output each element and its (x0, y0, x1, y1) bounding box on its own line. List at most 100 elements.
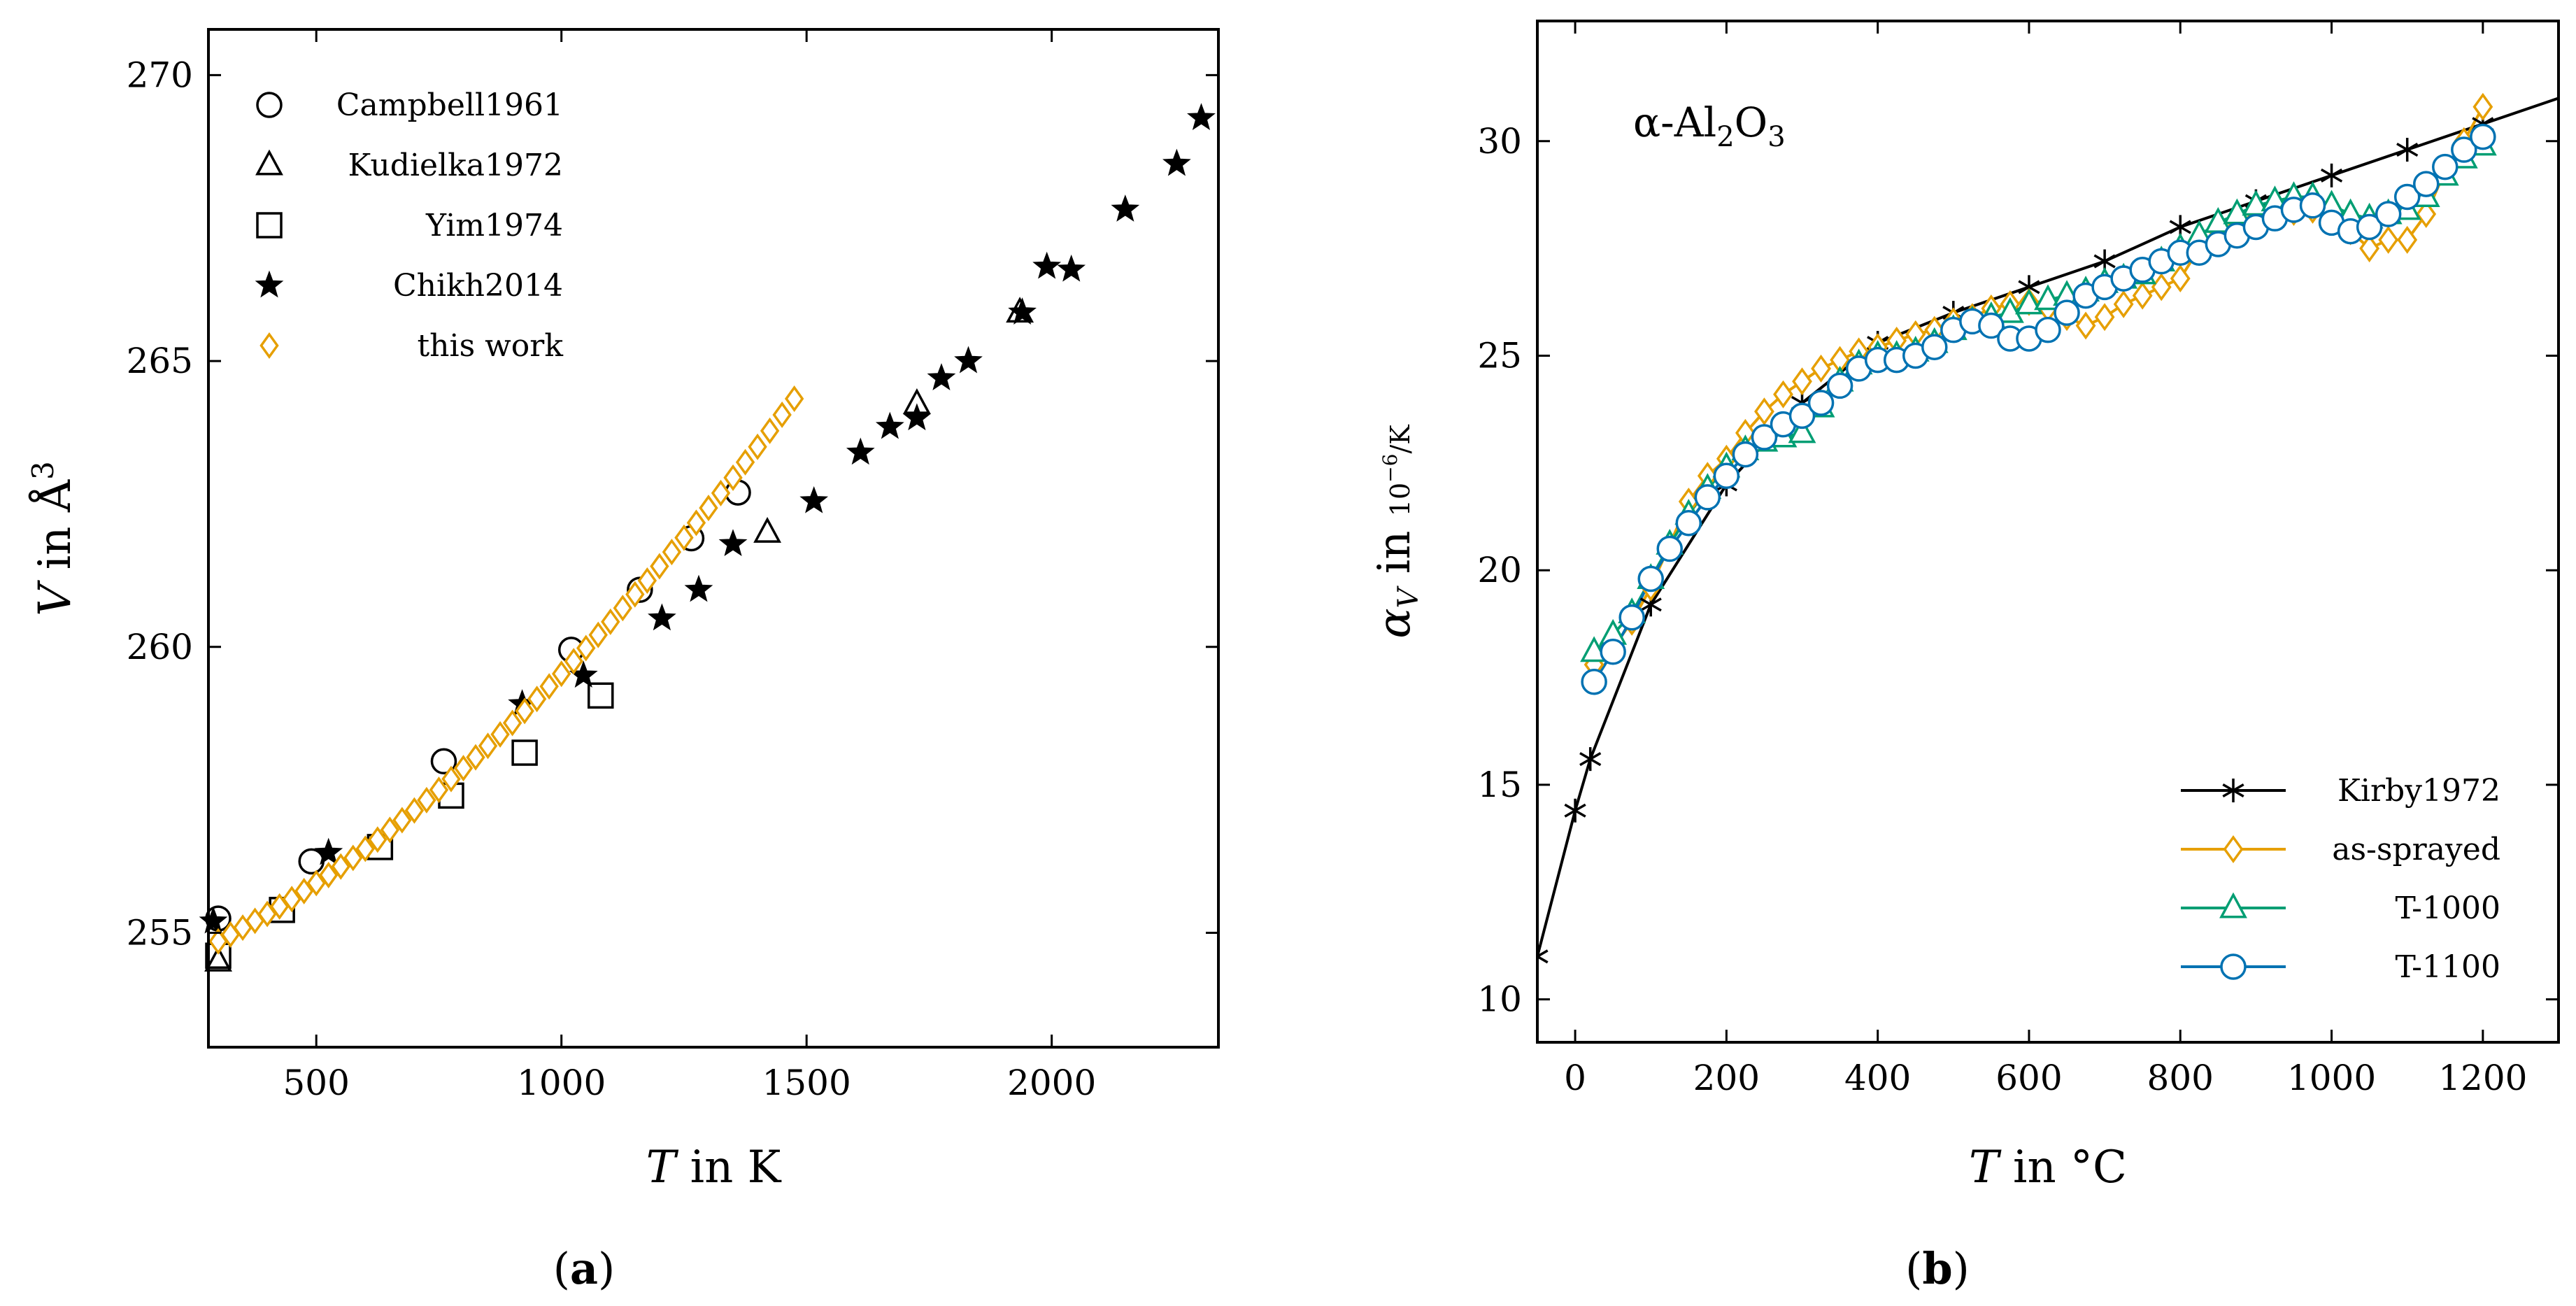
data-point (1008, 297, 1037, 325)
data-point (662, 539, 682, 566)
data-point (1637, 565, 1664, 592)
data-point (1162, 148, 1191, 176)
data-point (319, 861, 339, 888)
data-point (331, 853, 350, 880)
panel-a-chart: Campbell1961 Kudielka1972 Yim1974 Chikh2014… (26, 28, 1220, 1294)
y-tick-label: 25 (1477, 335, 1522, 376)
legend-marker (2222, 779, 2244, 802)
series-as-sprayed (1593, 106, 2484, 666)
panel-b-marks (1537, 92, 2559, 969)
data-point (2412, 171, 2440, 197)
data-point (1656, 535, 1684, 562)
data-point (1921, 334, 1948, 360)
data-point (748, 433, 767, 460)
data-point (298, 848, 325, 875)
data-point (430, 748, 457, 775)
data-point (2094, 303, 2115, 332)
data-point (1751, 424, 1778, 450)
data-point (502, 709, 522, 737)
data-point (515, 697, 534, 725)
data-point (1773, 380, 1793, 409)
data-point (927, 363, 956, 390)
data-point (674, 524, 694, 551)
legend-label: Chikh2014 (393, 268, 563, 304)
legend-label: as-sprayed (2332, 832, 2500, 867)
series-this-work (208, 385, 804, 955)
data-point (1057, 254, 1086, 282)
y-tick-label: 15 (1477, 765, 1522, 805)
markers-as-sprayed (1584, 92, 2493, 679)
data-point (429, 776, 449, 804)
data-point (564, 648, 583, 675)
data-point (1600, 639, 1626, 665)
panel-b-material-annotation: α-Al2O3 (1633, 99, 1786, 153)
data-point (2151, 273, 2172, 301)
x-tick-label: 2000 (1007, 1063, 1096, 1103)
data-point (2113, 290, 2134, 318)
panel-a-x-axis-label: T in K (646, 1142, 782, 1193)
legend-label: T-1000 (2395, 890, 2500, 926)
legend-marker (256, 212, 283, 239)
data-point (417, 786, 436, 814)
data-point (478, 732, 498, 760)
panel-b-plot-frame (1536, 20, 2560, 1044)
data-point (799, 485, 829, 513)
data-point (380, 816, 400, 844)
legend-marker (259, 332, 279, 359)
legend-marker (255, 149, 283, 176)
data-point (355, 835, 375, 863)
data-point (199, 906, 228, 934)
x-tick-label: 1000 (2287, 1058, 2376, 1098)
data-point (686, 509, 706, 537)
data-point (343, 844, 363, 872)
legend-marker (256, 92, 283, 118)
data-point (490, 721, 510, 748)
data-point (711, 479, 731, 506)
legend-marker (2220, 953, 2247, 980)
data-point (441, 765, 461, 793)
y-tick-label: 260 (127, 627, 193, 667)
data-point (1187, 103, 1216, 131)
data-point (2356, 213, 2383, 241)
data-point (772, 401, 792, 428)
legend-label: Campbell1961 (336, 87, 563, 123)
panel-a-caption: (a) (553, 1243, 615, 1294)
panel-b-chart: Kirby1972 as-sprayed T-1000 T-1100 0 200 400 6… (1369, 20, 2560, 1294)
data-point (613, 595, 632, 622)
data-point (1788, 402, 1816, 430)
panel-b-caption: (b) (1905, 1243, 1970, 1294)
legend-entry: T-1000 (2181, 890, 2500, 926)
y-tick-label: 30 (1477, 121, 1522, 162)
data-point (625, 581, 645, 608)
x-tick-label: 800 (2147, 1058, 2214, 1098)
x-tick-label: 1500 (762, 1063, 851, 1103)
data-point (2015, 288, 2043, 315)
data-point (1694, 484, 1721, 511)
data-point (760, 417, 780, 444)
data-point (2416, 200, 2437, 229)
data-point (2170, 264, 2191, 293)
x-tick-label: 200 (1693, 1058, 1760, 1098)
data-point (204, 946, 232, 972)
data-point (511, 739, 538, 766)
data-point (2393, 183, 2421, 211)
data-point (875, 411, 904, 439)
data-point (1732, 441, 1759, 468)
data-point (2375, 201, 2402, 227)
legend-label: Yim1974 (425, 208, 563, 243)
panel-b-x-axis-label: T in °C (1969, 1142, 2127, 1193)
data-point (699, 495, 718, 522)
legend-entry: Campbell1961 (256, 87, 563, 123)
data-point (466, 744, 485, 771)
data-point (2299, 192, 2326, 219)
data-point (294, 877, 314, 904)
data-point (1788, 417, 1816, 443)
data-point (2320, 163, 2343, 187)
x-tick-label: 400 (1844, 1058, 1911, 1098)
data-point (1792, 367, 1812, 396)
panel-b-legend: Kirby1972 as-sprayed T-1000 T-1100 (2181, 773, 2500, 985)
data-point (650, 553, 669, 580)
panel-b-y-axis-label: αV in 10−6/K (1369, 425, 1425, 639)
panel-a-ticks: 500 1000 1500 2000 255 260 265 270 (127, 29, 1218, 1103)
